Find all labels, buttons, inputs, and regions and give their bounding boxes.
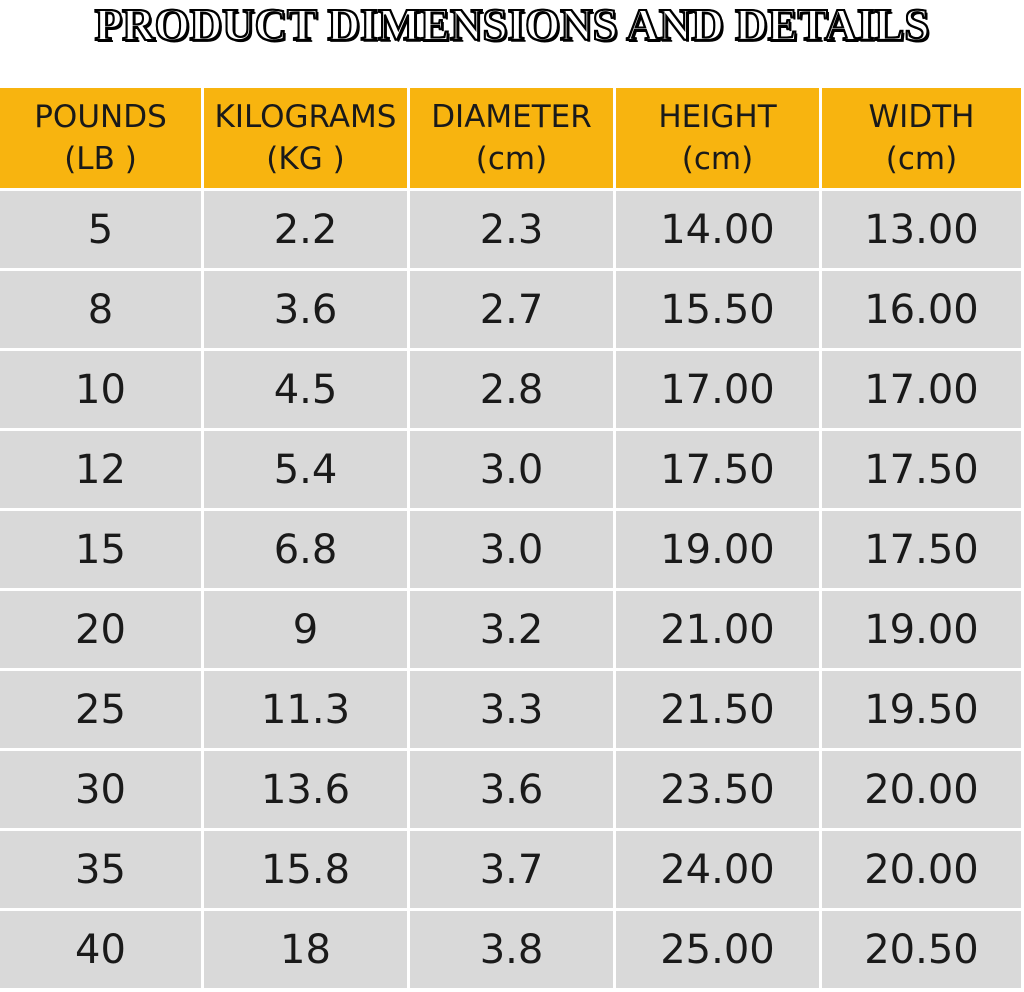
table-cell: 17.00 (822, 351, 1021, 428)
table-cell: 10 (0, 351, 201, 428)
table-cell: 21.50 (616, 671, 819, 748)
column-unit: (KG ) (266, 141, 345, 177)
table-cell: 23.50 (616, 751, 819, 828)
column-label: HEIGHT (658, 99, 777, 135)
table-cell: 17.50 (616, 431, 819, 508)
table-cell: 17.00 (616, 351, 819, 428)
table-cell: 3.3 (410, 671, 613, 748)
column-label: DIAMETER (431, 99, 592, 135)
table-cell: 24.00 (616, 831, 819, 908)
table-cell: 17.50 (822, 431, 1021, 508)
table-cell: 9 (204, 591, 407, 668)
table-cell: 2.7 (410, 271, 613, 348)
table-cell: 15 (0, 511, 201, 588)
table-cell: 13.6 (204, 751, 407, 828)
table-cell: 25 (0, 671, 201, 748)
page-title: PRODUCT DIMENSIONS AND DETAILS (94, 0, 931, 51)
table-cell: 2.2 (204, 191, 407, 268)
table-cell: 11.3 (204, 671, 407, 748)
table-cell: 20.00 (822, 831, 1021, 908)
column-header: HEIGHT (cm) (616, 88, 819, 188)
table-cell: 16.00 (822, 271, 1021, 348)
table-cell: 3.7 (410, 831, 613, 908)
table-cell: 3.0 (410, 511, 613, 588)
column-label: KILOGRAMS (214, 99, 397, 135)
table-cell: 13.00 (822, 191, 1021, 268)
table-cell: 5.4 (204, 431, 407, 508)
table-cell: 19.00 (616, 511, 819, 588)
table-cell: 5 (0, 191, 201, 268)
table-cell: 25.00 (616, 911, 819, 988)
table-cell: 19.00 (822, 591, 1021, 668)
table-cell: 18 (204, 911, 407, 988)
column-header: POUNDS (LB ) (0, 88, 201, 188)
table-cell: 20 (0, 591, 201, 668)
column-header: WIDTH (cm) (822, 88, 1021, 188)
column-header: DIAMETER (cm) (410, 88, 613, 188)
table-cell: 3.2 (410, 591, 613, 668)
column-header: KILOGRAMS (KG ) (204, 88, 407, 188)
table-cell: 40 (0, 911, 201, 988)
table-cell: 14.00 (616, 191, 819, 268)
table-cell: 17.50 (822, 511, 1021, 588)
column-unit: (cm) (681, 141, 754, 177)
table-cell: 3.0 (410, 431, 613, 508)
table-cell: 15.8 (204, 831, 407, 908)
table-cell: 30 (0, 751, 201, 828)
column-unit: (cm) (885, 141, 958, 177)
table-cell: 35 (0, 831, 201, 908)
column-unit: (cm) (475, 141, 548, 177)
table-cell: 21.00 (616, 591, 819, 668)
table-cell: 3.6 (410, 751, 613, 828)
dimensions-table: POUNDS (LB ) KILOGRAMS (KG ) DIAMETER (cm) HEI… (0, 88, 1024, 992)
table-cell: 4.5 (204, 351, 407, 428)
table-cell: 19.50 (822, 671, 1021, 748)
table-cell: 2.3 (410, 191, 613, 268)
table-cell: 3.6 (204, 271, 407, 348)
column-unit: (LB ) (64, 141, 137, 177)
table-cell: 6.8 (204, 511, 407, 588)
table-cell: 3.8 (410, 911, 613, 988)
table-cell: 20.00 (822, 751, 1021, 828)
table-cell: 20.50 (822, 911, 1021, 988)
table-cell: 2.8 (410, 351, 613, 428)
table-cell: 12 (0, 431, 201, 508)
column-label: WIDTH (868, 99, 975, 135)
table-cell: 8 (0, 271, 201, 348)
column-label: POUNDS (34, 99, 167, 135)
table-cell: 15.50 (616, 271, 819, 348)
